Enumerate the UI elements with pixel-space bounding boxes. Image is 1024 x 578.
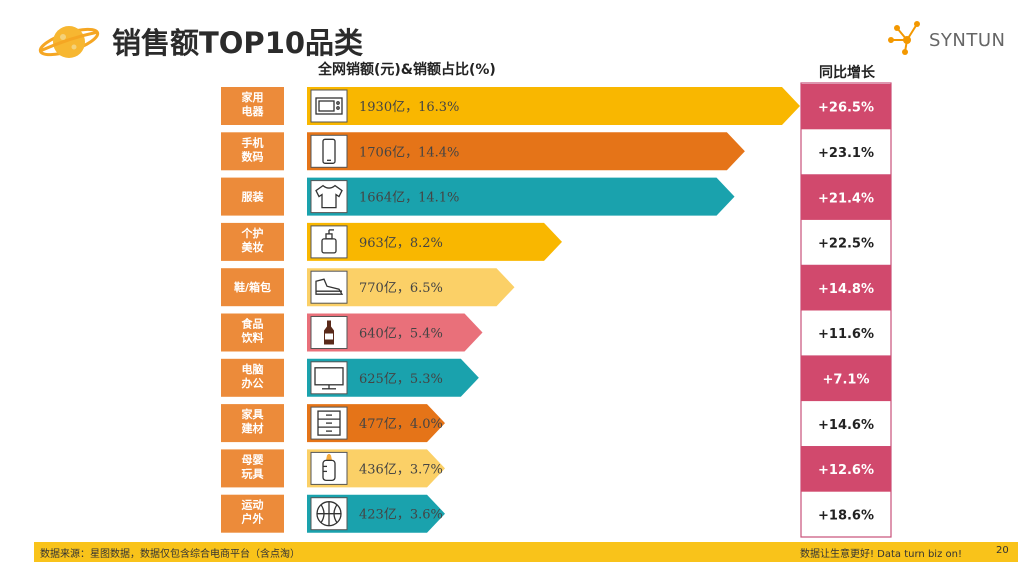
growth-cell-highlight — [801, 174, 891, 220]
bar-value-label: 1664亿，14.1% — [359, 191, 459, 206]
growth-value: +26.5% — [818, 101, 874, 116]
brand-name: SYNTUN — [929, 30, 1006, 51]
growth-cell-highlight — [801, 84, 891, 130]
growth-value: +12.6% — [818, 463, 874, 478]
bar-value-label: 1930亿，16.3% — [359, 100, 459, 115]
bar-value-label: 477亿，4.0% — [359, 417, 443, 432]
bar-value-label: 770亿，6.5% — [359, 281, 443, 296]
growth-cell-highlight — [801, 446, 891, 492]
phone-icon — [310, 134, 348, 168]
category-label: 电脑办公 — [242, 362, 264, 390]
bar-value-label: 640亿，5.4% — [359, 327, 443, 342]
category-label-box — [221, 268, 284, 307]
growth-cell-highlight — [801, 355, 891, 402]
category-label-box — [221, 87, 284, 125]
planet-logo-icon — [38, 26, 100, 58]
bar-value-label: 625亿，5.3% — [359, 372, 443, 387]
category-label: 鞋/箱包 — [234, 280, 271, 294]
bar — [307, 313, 483, 352]
category-label: 母婴玩具 — [242, 453, 264, 480]
bar — [307, 87, 800, 125]
category-label: 家用电器 — [242, 90, 265, 118]
growth-value: +14.6% — [818, 418, 874, 433]
footer-source: 数据来源：星图数据，数据仅包含综合电商平台（含点淘） — [40, 549, 300, 560]
category-label: 运动户外 — [242, 498, 264, 526]
bar — [307, 358, 479, 397]
category-label: 服装 — [242, 190, 264, 204]
category-label: 家具建材 — [242, 407, 264, 435]
category-label-box — [221, 177, 284, 216]
page-title: 销售额TOP10品类 — [112, 26, 364, 60]
microwave-icon — [310, 89, 348, 123]
bar-value-label: 423亿，3.6% — [359, 508, 443, 523]
bar — [307, 268, 515, 307]
growth-value: +7.1% — [823, 372, 870, 387]
category-label: 食品饮料 — [241, 317, 264, 345]
growth-value: +11.6% — [818, 327, 874, 342]
category-label-box — [221, 358, 284, 397]
bar-value-label: 1706亿，14.4% — [359, 145, 459, 160]
growth-value: +23.1% — [818, 146, 874, 161]
growth-value: +22.5% — [818, 237, 874, 252]
category-label-box — [221, 222, 284, 261]
cabinet-icon — [310, 406, 348, 440]
footer-slogan: 数据让生意更好! Data turn biz on! — [800, 549, 962, 560]
growth-cell-highlight — [801, 265, 891, 311]
bar-column-header: 全网销额(元)&销额占比(%) — [317, 61, 496, 78]
category-label-box — [221, 313, 284, 352]
syntun-logo-icon — [888, 21, 920, 55]
category-label: 个护美妆 — [241, 226, 264, 254]
bar-value-label: 963亿，8.2% — [359, 236, 443, 251]
growth-column-header: 同比增长 — [819, 64, 876, 81]
bar — [307, 132, 745, 171]
category-label: 手机数码 — [242, 135, 264, 163]
category-label-box — [221, 449, 284, 488]
page-number: 20 — [996, 545, 1009, 556]
bar — [307, 177, 735, 216]
category-label-box — [221, 494, 284, 533]
category-label-box — [221, 132, 284, 171]
category-label-box — [221, 404, 284, 443]
footer-bar — [34, 542, 1018, 562]
bar — [307, 222, 563, 261]
growth-value: +18.6% — [818, 508, 874, 523]
growth-value: +14.8% — [818, 282, 874, 297]
bar-value-label: 436亿，3.7% — [359, 462, 443, 477]
growth-value: +21.4% — [818, 191, 874, 206]
